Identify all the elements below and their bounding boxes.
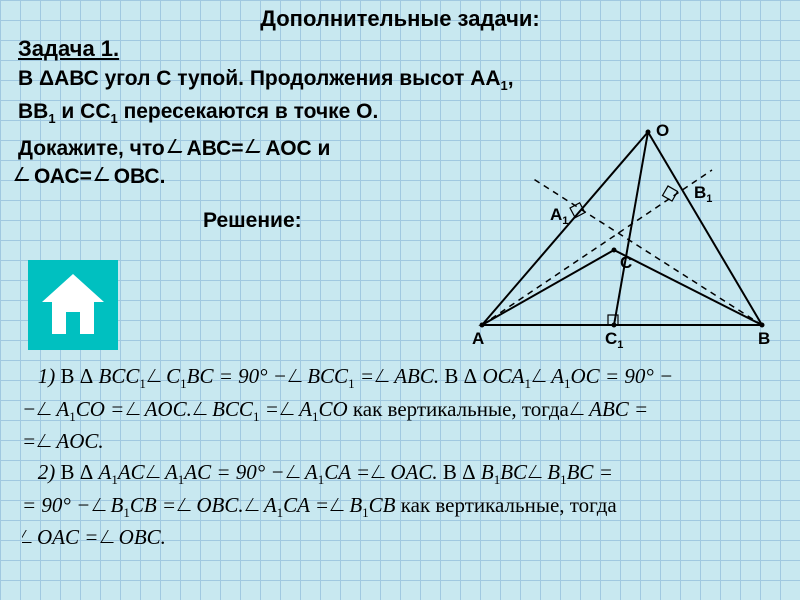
solution-row: 1) В Δ BCC1 C1BC = 90° − BCC1 = ABC. В Δ… (22, 362, 778, 393)
text-frag: Докажите, что (18, 137, 171, 160)
text-frag: пересекаются в точке О. (118, 100, 379, 123)
geometry-diagram: A B C O C1 A1 B1 (462, 120, 782, 350)
text-frag: ОВС. (114, 165, 166, 188)
svg-text:O: O (656, 121, 669, 140)
solution-text: 1) В Δ BCC1 C1BC = 90° − BCC1 = ABC. В Δ… (22, 362, 778, 554)
task-number: Задача 1. (18, 36, 782, 62)
solution-row: OAC = OBC. (22, 523, 778, 551)
svg-text:B: B (758, 329, 770, 348)
text-frag: АОС и (265, 137, 330, 160)
home-icon[interactable] (28, 260, 118, 350)
text-frag: , (508, 67, 514, 90)
text-frag: В ΔАВС угол С тупой. Продолжения высот А… (18, 67, 501, 90)
svg-text:B1: B1 (694, 183, 712, 205)
text-frag: и СС (56, 100, 111, 123)
angle-icon (14, 167, 35, 181)
problem-line-1: В ΔАВС угол С тупой. Продолжения высот А… (18, 64, 782, 95)
subscript: 1 (111, 112, 118, 127)
svg-text:A: A (472, 329, 484, 348)
text-frag: АВС= (187, 137, 250, 160)
page-title: Дополнительные задачи: (18, 6, 782, 32)
subscript: 1 (501, 78, 508, 93)
solution-row: 2) В Δ A1AC A1AC = 90° − A1CA = OAC. В Δ… (22, 458, 778, 489)
text-frag: ВВ (18, 100, 48, 123)
text-frag: ОАС= (34, 165, 98, 188)
svg-text:C1: C1 (605, 329, 623, 350)
svg-text:C: C (620, 253, 632, 272)
solution-row: − A1CO = AOC. BCC1 = A1CO как вертикальн… (22, 395, 778, 426)
svg-text:A1: A1 (550, 205, 568, 227)
solution-row: = 90° − B1CB = OBC. A1CA = B1CB как верт… (22, 491, 778, 522)
subscript: 1 (48, 112, 55, 127)
solution-row: = AOC. (22, 427, 778, 455)
